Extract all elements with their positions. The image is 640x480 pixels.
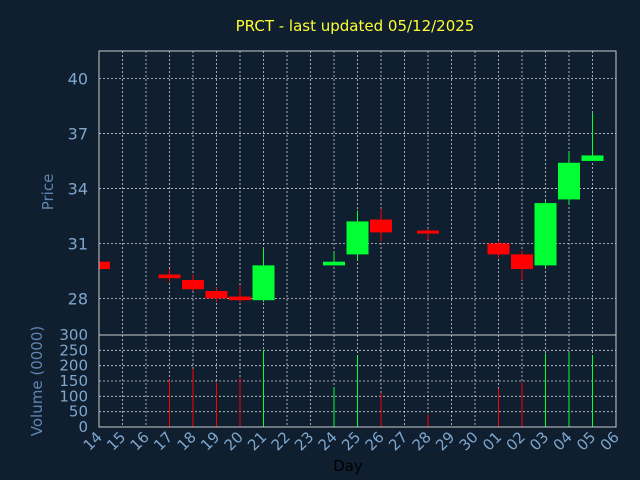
x-tick-label: 29 bbox=[432, 428, 458, 454]
volume-tick-label: 0 bbox=[78, 418, 88, 436]
candle-body-14 bbox=[99, 261, 110, 270]
candle-body-18 bbox=[182, 280, 204, 290]
candle-body-21 bbox=[252, 265, 275, 301]
volume-panel-frame bbox=[98, 334, 617, 428]
price-grid bbox=[98, 51, 617, 335]
volume-tick-label: 150 bbox=[59, 372, 88, 390]
x-tick-label: 22 bbox=[268, 428, 294, 454]
x-tick-label: 15 bbox=[103, 428, 129, 454]
price-tick-label: 28 bbox=[68, 289, 88, 308]
candle-body-02 bbox=[511, 254, 533, 270]
volume-tick-label: 50 bbox=[69, 403, 88, 421]
candle-body-03 bbox=[534, 203, 557, 266]
price-y-ticks: 28 31 34 37 40 bbox=[68, 69, 88, 308]
candles-layer bbox=[98, 113, 604, 303]
x-tick-label: 05 bbox=[573, 428, 599, 454]
x-tick-label: 01 bbox=[479, 428, 505, 454]
x-tick-label: 20 bbox=[221, 428, 247, 454]
candle-body-28 bbox=[417, 230, 439, 234]
price-tick-label: 37 bbox=[68, 124, 88, 143]
candle-body-01 bbox=[487, 243, 510, 255]
candle-body-25 bbox=[346, 221, 369, 255]
x-tick-label: 28 bbox=[409, 428, 435, 454]
candle-body-19 bbox=[205, 291, 228, 299]
volume-bars-layer bbox=[169, 350, 593, 427]
volume-tick-label: 200 bbox=[59, 357, 88, 375]
chart-title: PRCT - last updated 05/12/2025 bbox=[236, 17, 475, 35]
x-tick-label: 16 bbox=[127, 428, 153, 454]
x-tick-label: 24 bbox=[315, 428, 341, 454]
price-tick-label: 40 bbox=[68, 69, 88, 88]
x-tick-label: 26 bbox=[362, 428, 388, 454]
panel-frames bbox=[98, 50, 617, 428]
x-tick-label: 25 bbox=[338, 428, 364, 454]
candle-body-24 bbox=[323, 261, 345, 266]
volume-tick-label: 250 bbox=[59, 341, 88, 359]
price-y-axis-label: Price bbox=[39, 174, 57, 211]
x-tick-label: 04 bbox=[550, 428, 576, 454]
x-tick-label: 18 bbox=[174, 428, 200, 454]
volume-y-axis-label: Volume (0000) bbox=[28, 326, 46, 436]
x-tick-label: 17 bbox=[150, 428, 176, 454]
x-axis-ticks: 1415161718192021222324252627282930010203… bbox=[80, 428, 623, 454]
x-tick-label: 23 bbox=[291, 428, 317, 454]
x-tick-label: 30 bbox=[456, 428, 482, 454]
x-tick-label: 03 bbox=[526, 428, 552, 454]
candle-body-04 bbox=[558, 162, 580, 200]
volume-tick-label: 300 bbox=[59, 326, 88, 344]
x-tick-label: 21 bbox=[244, 428, 270, 454]
price-tick-label: 34 bbox=[68, 179, 88, 198]
volume-tick-label: 100 bbox=[59, 387, 88, 405]
x-tick-label: 19 bbox=[197, 428, 223, 454]
candle-body-17 bbox=[158, 274, 181, 279]
candle-body-20 bbox=[229, 296, 251, 301]
x-tick-label: 27 bbox=[385, 428, 411, 454]
x-axis-label: Day bbox=[333, 457, 363, 475]
x-tick-label: 06 bbox=[597, 428, 623, 454]
x-tick-label: 02 bbox=[503, 428, 529, 454]
candle-body-26 bbox=[370, 219, 392, 233]
candle-body-05 bbox=[581, 155, 604, 161]
price-tick-label: 31 bbox=[68, 234, 88, 253]
